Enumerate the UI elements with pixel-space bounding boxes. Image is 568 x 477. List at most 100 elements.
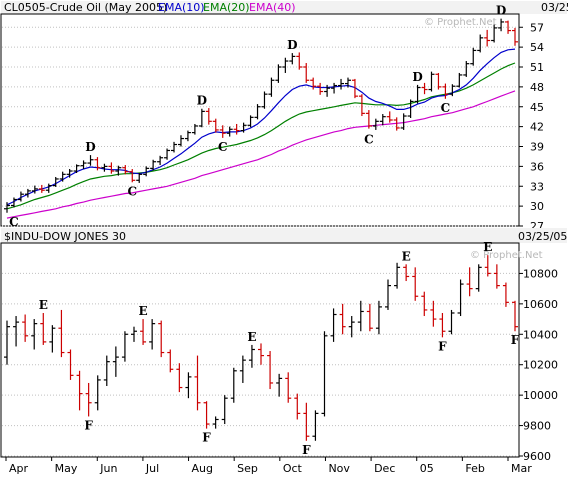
p2-x-tick-label: 05 bbox=[420, 462, 434, 475]
p2-annotation-label: E bbox=[483, 240, 492, 254]
p2-ohlc-bar bbox=[394, 262, 401, 289]
p1-ohlc-bar bbox=[456, 72, 463, 88]
p2-ohlc-bar bbox=[484, 255, 491, 277]
p2-ohlc-bar bbox=[58, 309, 65, 358]
p2-ohlc-bar bbox=[303, 402, 310, 441]
p2-ohlc-bar bbox=[49, 325, 56, 353]
ema40-line bbox=[6, 90, 516, 219]
p1-annotation-label: D bbox=[496, 4, 506, 18]
p1-ohlc-bar bbox=[463, 61, 470, 77]
ema10-line bbox=[6, 48, 516, 206]
crude-oil-date: 03/25/05 bbox=[541, 1, 568, 14]
p1-ohlc-bar bbox=[358, 94, 365, 117]
p1-ohlc-bar bbox=[484, 29, 491, 47]
p2-annotation-label: F bbox=[84, 418, 93, 432]
p1-annotation-label: C bbox=[127, 184, 137, 198]
crude-oil-watermark: © Prophet.Net bbox=[424, 17, 497, 28]
p2-x-tick-label: Nov bbox=[328, 462, 350, 475]
p1-ohlc-bar bbox=[66, 169, 73, 178]
dow-jones-y-axis: 9600 9800 10000 10200 10400 10600 10800 bbox=[519, 267, 558, 463]
legend-ema10: EMA(10) bbox=[158, 1, 205, 14]
p1-ohlc-bar bbox=[24, 188, 31, 198]
p2-x-tick-label: Sep bbox=[237, 462, 258, 475]
p2-annotation-label: F bbox=[202, 431, 211, 445]
p2-ohlc-bar bbox=[230, 367, 237, 403]
p2-y-tick-label: 10800 bbox=[523, 267, 558, 280]
p2-ohlc-bar bbox=[248, 344, 255, 368]
p1-ohlc-bar bbox=[4, 202, 10, 213]
p2-ohlc-bar bbox=[357, 300, 364, 332]
p2-y-tick-label: 10600 bbox=[523, 298, 558, 311]
p2-annotation-label: E bbox=[39, 298, 48, 312]
crude-oil-plot-frame bbox=[0, 13, 520, 227]
p2-ohlc-bar bbox=[466, 267, 473, 297]
p2-x-tick-label: Aug bbox=[192, 462, 213, 475]
crude-oil-header-bar bbox=[1, 1, 567, 14]
p2-ohlc-bar bbox=[94, 375, 101, 411]
p1-ohlc-bar bbox=[505, 20, 512, 34]
p2-ohlc-bar bbox=[321, 331, 328, 417]
p2-ohlc-bar bbox=[403, 264, 410, 282]
p1-ohlc-bar bbox=[108, 162, 115, 174]
p2-ohlc-bar bbox=[203, 401, 210, 429]
p1-ohlc-bar bbox=[372, 118, 379, 130]
p1-annotation-label: C bbox=[441, 101, 451, 115]
p1-ohlc-bar bbox=[184, 130, 191, 142]
p2-ohlc-bar bbox=[131, 326, 137, 342]
p1-ohlc-bar bbox=[254, 104, 261, 120]
p2-ohlc-bar bbox=[194, 355, 201, 411]
p2-annotation-label: E bbox=[138, 304, 147, 318]
p1-y-tick-label: 54 bbox=[530, 41, 544, 54]
p1-ohlc-bar bbox=[52, 176, 59, 187]
p1-ohlc-bar bbox=[122, 165, 129, 175]
p1-ohlc-bar bbox=[296, 52, 303, 70]
dow-jones-date: 03/25/05 bbox=[518, 230, 567, 243]
p2-ohlc-bar bbox=[330, 308, 337, 342]
p1-ohlc-bar bbox=[407, 99, 414, 119]
p2-ohlc-bar bbox=[502, 282, 509, 307]
p2-ohlc-bar bbox=[76, 370, 83, 411]
p2-ohlc-bar bbox=[421, 291, 428, 317]
p2-ohlc-bar bbox=[385, 279, 391, 310]
p1-ohlc-bar bbox=[45, 183, 52, 193]
p1-ohlc-bar bbox=[477, 34, 484, 53]
p1-ohlc-bar bbox=[421, 82, 428, 95]
p2-ohlc-bar bbox=[167, 349, 174, 373]
p2-y-tick-label: 9600 bbox=[523, 450, 551, 463]
p2-ohlc-bar bbox=[31, 319, 38, 350]
p2-x-tick-label: Oct bbox=[283, 462, 303, 475]
p1-ohlc-bar bbox=[59, 171, 66, 182]
p2-ohlc-bar bbox=[512, 300, 518, 332]
p2-x-tick-label: Feb bbox=[465, 462, 484, 475]
p2-ohlc-bar bbox=[212, 416, 219, 429]
p1-ohlc-bar bbox=[344, 77, 351, 88]
p1-annotation-label: D bbox=[412, 70, 422, 84]
dow-jones-gridlines bbox=[2, 272, 518, 457]
dow-jones-header-bar bbox=[1, 228, 567, 243]
crude-oil-price-bars bbox=[4, 18, 518, 213]
dow-jones-panel: 9600 9800 10000 10200 10400 10600 10800 Apr May… bbox=[0, 228, 567, 475]
p2-ohlc-bar bbox=[112, 346, 119, 377]
p2-x-tick-label: Dec bbox=[374, 462, 395, 475]
p1-ohlc-bar bbox=[247, 115, 254, 128]
p1-ohlc-bar bbox=[303, 63, 310, 83]
p2-ohlc-bar bbox=[13, 316, 20, 347]
p1-ohlc-bar bbox=[10, 197, 17, 208]
p1-ohlc-bar bbox=[73, 164, 80, 173]
p1-ohlc-bar bbox=[143, 166, 150, 177]
p1-annotation-label: D bbox=[85, 140, 95, 154]
p1-ohlc-bar bbox=[414, 84, 421, 104]
p1-ohlc-bar bbox=[226, 126, 233, 137]
p2-ohlc-bar bbox=[276, 373, 283, 397]
p1-ohlc-bar bbox=[261, 91, 268, 109]
dow-jones-title: $INDU-DOW JONES 30 bbox=[4, 230, 126, 243]
p1-ohlc-bar bbox=[324, 84, 331, 97]
p1-ohlc-bar bbox=[136, 173, 143, 183]
p1-ohlc-bar bbox=[115, 165, 122, 176]
dow-jones-x-axis: Apr May Jun Jul Aug Sep Oct Nov Dec 05 Feb Mar bbox=[5, 457, 532, 475]
p1-ohlc-bar bbox=[157, 155, 164, 166]
p2-y-tick-label: 10200 bbox=[523, 359, 558, 372]
p1-y-tick-label: 39 bbox=[530, 141, 544, 154]
p2-ohlc-bar bbox=[375, 300, 382, 335]
ema20-line bbox=[6, 62, 516, 210]
